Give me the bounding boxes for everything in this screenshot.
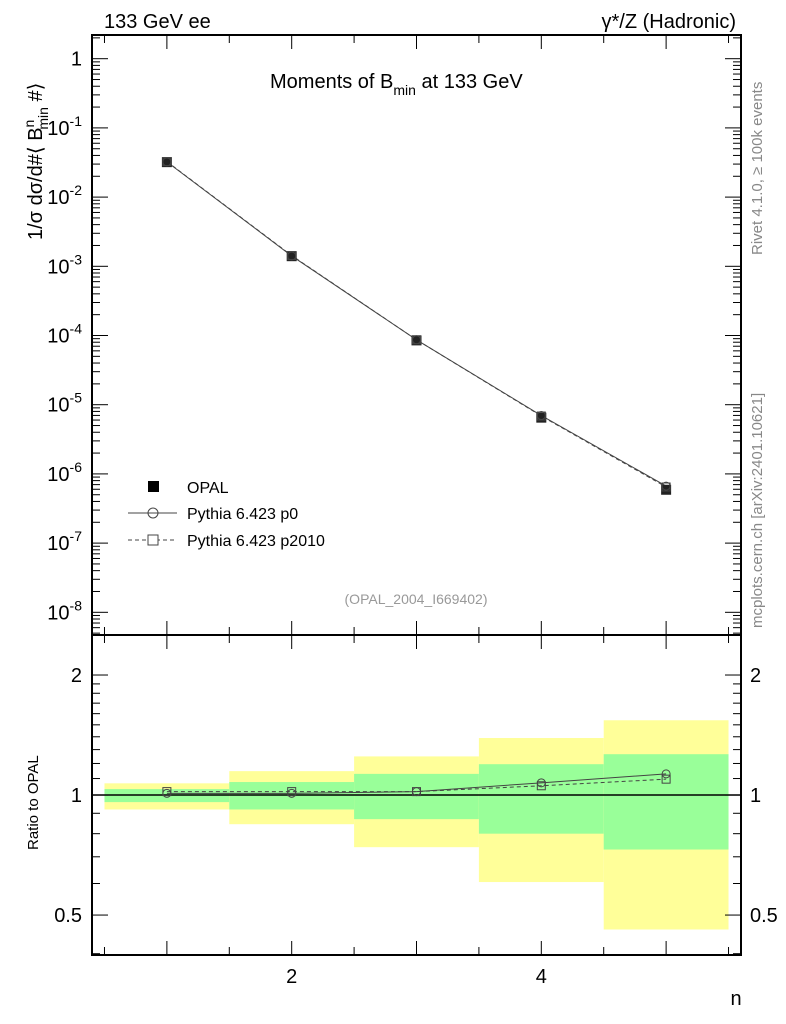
legend-p2010-label: Pythia 6.423 p2010 <box>187 533 325 550</box>
opal-point <box>286 251 297 262</box>
ratio-p2010-point <box>412 787 421 797</box>
ratio-y-tick-label: 0.5 <box>54 905 82 927</box>
side-rivet: Rivet 4.1.0, ≥ 100k events <box>749 82 766 255</box>
opal-point <box>411 335 422 346</box>
y-tick-label: 10-4 <box>47 321 82 348</box>
y-tick-label: 10-2 <box>47 182 82 209</box>
ratio-y-tick-label: 0.5 <box>750 905 778 927</box>
ratio-y-label: Ratio to OPAL <box>25 755 42 850</box>
x-axis-label: n <box>730 988 741 1010</box>
ratio-y-tick-label: 2 <box>750 665 761 687</box>
x-tick-label: 2 <box>286 966 297 988</box>
ratio-p2010-point <box>536 781 546 791</box>
p2010-point <box>287 251 297 261</box>
legend: OPAL Pythia 6.423 p0 Pythia 6.423 p2010 <box>128 480 325 550</box>
reference-annotation: (OPAL_2004_I669402) <box>345 591 488 607</box>
p2010-point <box>536 411 546 421</box>
opal-point <box>161 157 172 168</box>
y-tick-label: 10-7 <box>47 528 82 555</box>
y-axis-label: 1/σ dσ/d#⟨ Bnmin #⟩ <box>21 83 51 240</box>
y-tick-label: 1 <box>71 49 82 71</box>
ratio-band-green <box>603 754 729 850</box>
opal-point <box>536 412 547 423</box>
ratio-p2010-point <box>661 774 671 784</box>
ratio-p2010-point <box>162 787 172 797</box>
legend-p0-marker <box>147 507 159 519</box>
header-left: 133 GeV ee <box>104 11 211 33</box>
y-tick-label: 10-8 <box>47 597 82 624</box>
ratio-line-p2010 <box>166 778 667 793</box>
ratio-band-green <box>354 773 479 820</box>
series-line-p0 <box>166 161 667 487</box>
ratio-band-green <box>478 764 604 834</box>
legend-opal-label: OPAL <box>187 480 229 497</box>
ratio-y-tick-label: 1 <box>71 785 82 807</box>
ratio-p0-point <box>661 769 671 779</box>
header-right: γ*/Z (Hadronic) <box>602 11 736 33</box>
y-tick-label: 10-1 <box>47 113 82 140</box>
legend-p2010-marker <box>147 534 159 546</box>
ratio-line-p0 <box>166 773 667 794</box>
side-mcplots: mcplots.cern.ch [arXiv:2401.10621] <box>749 393 766 628</box>
x-tick-label: 4 <box>536 966 547 988</box>
y-tick-label: 10-5 <box>47 390 82 417</box>
legend-p0-label: Pythia 6.423 p0 <box>187 506 298 523</box>
ratio-y-tick-label: 1 <box>750 785 761 807</box>
p2010-point <box>162 157 172 167</box>
p2010-point <box>412 335 421 345</box>
main-title: Moments of Bmin at 133 GeV <box>270 71 523 98</box>
legend-opal-marker <box>148 481 159 492</box>
p2010-point <box>661 482 671 492</box>
ratio-p2010-point <box>287 787 297 797</box>
ratio-y-tick-label: 2 <box>71 665 82 687</box>
series-line-p2010 <box>166 161 667 488</box>
y-tick-label: 10-6 <box>47 459 82 486</box>
y-tick-label: 10-3 <box>47 251 82 278</box>
